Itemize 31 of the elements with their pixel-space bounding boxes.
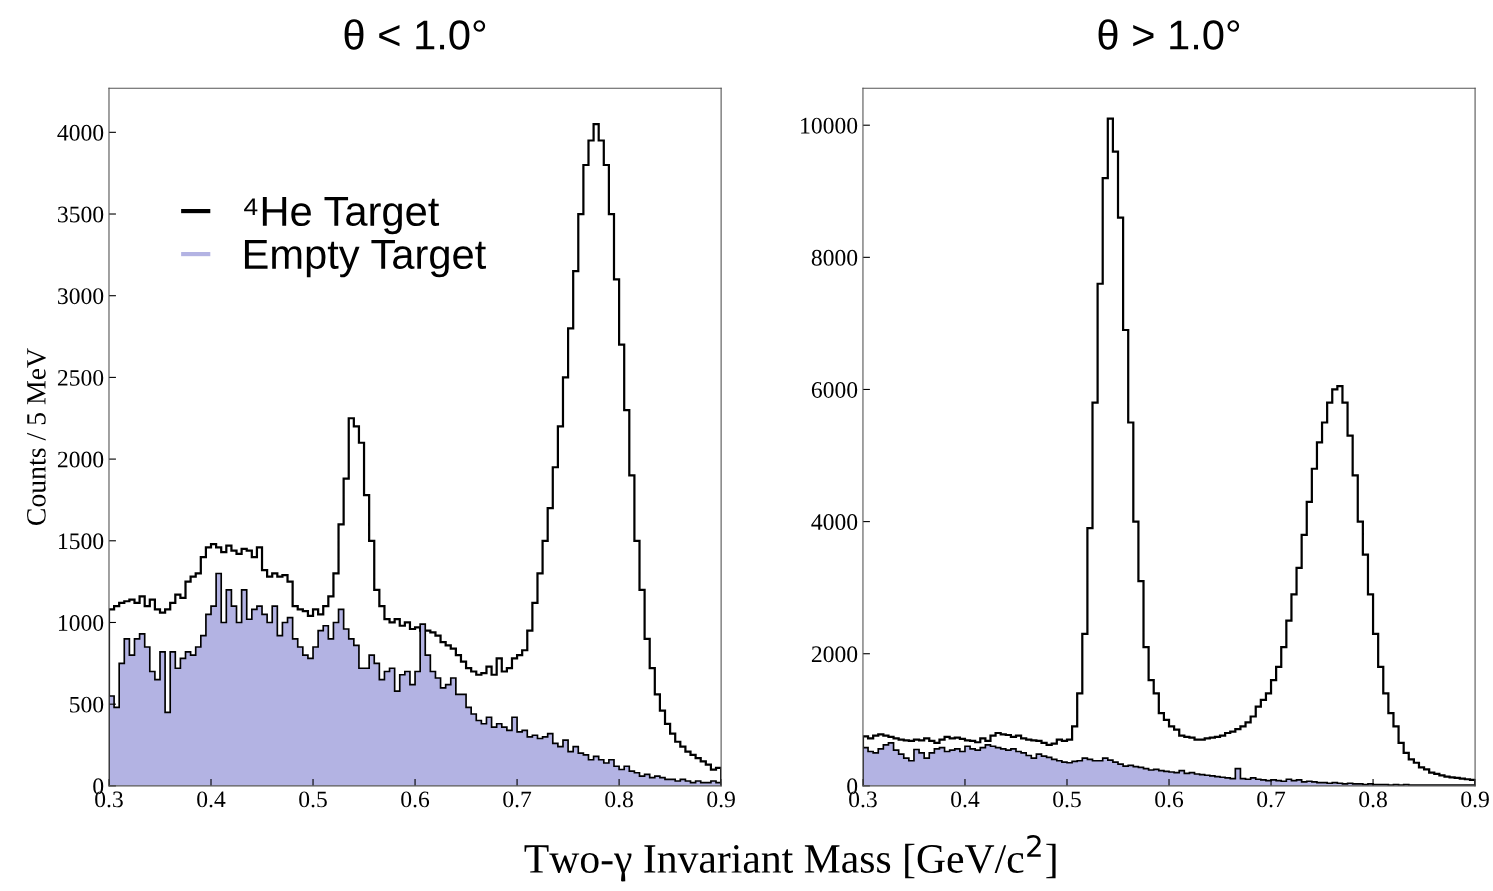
legend-label: Empty Target bbox=[244, 240, 486, 278]
y-axis-title: Counts / 5 MeV bbox=[27, 348, 46, 526]
chart-title: θ > 1.0° bbox=[1098, 19, 1240, 50]
x-tick-label: 0.6 bbox=[1155, 791, 1184, 808]
y-tick-label: 4000 bbox=[811, 514, 858, 531]
x-tick-label: 0.5 bbox=[299, 791, 327, 808]
x-tick-label: 0.9 bbox=[1461, 791, 1489, 808]
y-tick-label: 6000 bbox=[811, 381, 858, 398]
x-tick-label: 0.4 bbox=[197, 791, 226, 808]
x-tick-label: 0.7 bbox=[503, 791, 532, 808]
y-tick-label: 8000 bbox=[811, 249, 858, 266]
y-tick-label: 10000 bbox=[801, 117, 858, 134]
y-tick-label: 500 bbox=[70, 696, 104, 713]
x-tick-label: 0.5 bbox=[1053, 791, 1081, 808]
x-axis-title: Two-γ Invariant Mass [GeV/c$^{2}$] bbox=[524, 835, 1056, 882]
y-tick-label: 1500 bbox=[58, 533, 104, 550]
y-tick-label: 2000 bbox=[57, 451, 104, 468]
y-tick-label: 1000 bbox=[58, 614, 104, 631]
x-tick-label: 0.4 bbox=[951, 791, 980, 808]
y-tick-label: 3000 bbox=[58, 288, 104, 305]
chart-title: θ < 1.0° bbox=[344, 19, 486, 50]
x-tick-label: 0.9 bbox=[707, 791, 735, 808]
x-tick-label: 0.7 bbox=[1257, 791, 1286, 808]
x-tick-label: 0.6 bbox=[401, 791, 430, 808]
y-tick-label: 2500 bbox=[57, 369, 104, 386]
x-tick-label: 0.8 bbox=[1359, 791, 1387, 808]
y-tick-label: 4000 bbox=[57, 124, 104, 141]
x-tick-label: 0.8 bbox=[605, 791, 633, 808]
legend-label: ⁴He Target bbox=[244, 197, 440, 235]
y-tick-label: 3500 bbox=[58, 206, 104, 223]
y-tick-label: 2000 bbox=[811, 646, 858, 663]
